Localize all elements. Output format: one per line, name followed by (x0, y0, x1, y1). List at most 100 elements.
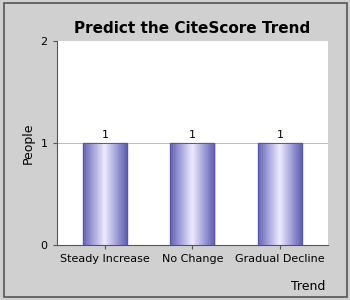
Bar (271, 143, 272, 245)
Bar (258, 143, 302, 245)
Bar (284, 143, 285, 245)
Bar (201, 143, 202, 245)
Bar (89, 143, 90, 245)
Bar (300, 143, 301, 245)
Bar (95, 143, 96, 245)
Bar (110, 143, 111, 245)
Bar (267, 143, 268, 245)
Bar (203, 143, 204, 245)
Bar (125, 143, 126, 245)
Bar (96, 143, 97, 245)
Bar (85, 143, 86, 245)
Bar (114, 143, 115, 245)
Bar (206, 143, 207, 245)
Bar (187, 143, 188, 245)
Bar (261, 143, 262, 245)
Y-axis label: People: People (22, 122, 35, 164)
Bar (273, 143, 274, 245)
Bar (202, 143, 203, 245)
Bar (84, 143, 85, 245)
Bar (83, 143, 127, 245)
Bar (195, 143, 196, 245)
Bar (120, 143, 121, 245)
Bar (270, 143, 271, 245)
Bar (113, 143, 114, 245)
Bar (86, 143, 88, 245)
Bar (102, 143, 103, 245)
Bar (174, 143, 175, 245)
Bar (179, 143, 180, 245)
Bar (189, 143, 190, 245)
Bar (274, 143, 275, 245)
Bar (298, 143, 299, 245)
Bar (286, 143, 287, 245)
Bar (194, 143, 195, 245)
Bar (191, 143, 193, 245)
Bar (112, 143, 113, 245)
Bar (209, 143, 210, 245)
Bar (116, 143, 117, 245)
Bar (258, 143, 259, 245)
Bar (108, 143, 109, 245)
Bar (106, 143, 107, 245)
Bar (181, 143, 182, 245)
Bar (295, 143, 296, 245)
Bar (262, 143, 263, 245)
Bar (291, 143, 292, 245)
Bar (193, 143, 194, 245)
Bar (183, 143, 184, 245)
Bar (190, 143, 191, 245)
Bar (198, 143, 199, 245)
Bar (170, 143, 171, 245)
Bar (170, 143, 214, 245)
Bar (178, 143, 179, 245)
Bar (297, 143, 298, 245)
Bar (212, 143, 213, 245)
Bar (173, 143, 174, 245)
Bar (265, 143, 266, 245)
Bar (263, 143, 264, 245)
Bar (83, 143, 84, 245)
Bar (268, 143, 269, 245)
Bar (121, 143, 122, 245)
Bar (107, 143, 108, 245)
Bar (290, 143, 291, 245)
Bar (289, 143, 290, 245)
Bar (172, 143, 173, 245)
Bar (99, 143, 100, 245)
Bar (101, 143, 102, 245)
Bar (276, 143, 277, 245)
Bar (103, 143, 104, 245)
Bar (90, 143, 91, 245)
Bar (91, 143, 92, 245)
Bar (196, 143, 197, 245)
Bar (296, 143, 297, 245)
Bar (294, 143, 295, 245)
Bar (197, 143, 198, 245)
Bar (119, 143, 120, 245)
Bar (111, 143, 112, 245)
Text: Trend: Trend (291, 280, 326, 292)
Bar (184, 143, 185, 245)
Bar (100, 143, 101, 245)
Bar (105, 143, 106, 245)
Bar (122, 143, 123, 245)
Bar (186, 143, 187, 245)
Bar (97, 143, 98, 245)
Bar (104, 143, 105, 245)
Bar (88, 143, 89, 245)
Bar (266, 143, 267, 245)
Text: 1: 1 (276, 130, 284, 140)
Bar (299, 143, 300, 245)
Bar (279, 143, 280, 245)
Bar (117, 143, 118, 245)
Bar (205, 143, 206, 245)
Bar (293, 143, 294, 245)
Bar (208, 143, 209, 245)
Bar (281, 143, 282, 245)
Bar (176, 143, 177, 245)
Bar (199, 143, 201, 245)
Bar (180, 143, 181, 245)
Bar (185, 143, 186, 245)
Text: 1: 1 (102, 130, 108, 140)
